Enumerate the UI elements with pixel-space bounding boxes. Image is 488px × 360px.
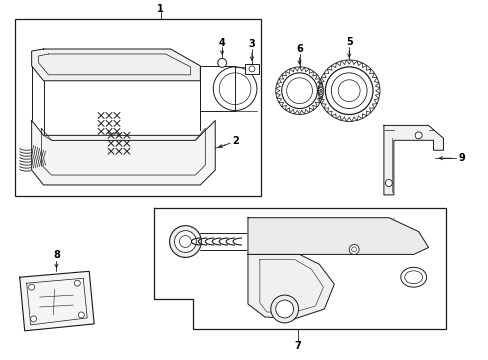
Polygon shape — [32, 121, 215, 185]
Polygon shape — [383, 125, 443, 195]
Text: 6: 6 — [296, 44, 303, 54]
Circle shape — [270, 295, 298, 323]
Ellipse shape — [400, 267, 426, 287]
Circle shape — [217, 58, 226, 67]
Text: 5: 5 — [345, 37, 352, 47]
Polygon shape — [32, 49, 200, 81]
Text: 8: 8 — [53, 251, 60, 260]
Text: 9: 9 — [458, 153, 465, 163]
Text: 2: 2 — [232, 136, 239, 146]
Polygon shape — [20, 271, 94, 331]
Circle shape — [74, 280, 80, 286]
Polygon shape — [247, 218, 427, 255]
Text: 3: 3 — [248, 39, 255, 49]
Circle shape — [414, 132, 421, 139]
Circle shape — [31, 316, 37, 322]
Polygon shape — [247, 255, 334, 319]
Text: 7: 7 — [294, 341, 300, 351]
Circle shape — [169, 226, 201, 257]
Circle shape — [348, 244, 358, 255]
Circle shape — [174, 231, 196, 252]
Text: 4: 4 — [218, 38, 225, 48]
Bar — [244, 64, 258, 74]
Circle shape — [385, 180, 391, 186]
Circle shape — [78, 312, 84, 318]
Bar — [15, 19, 260, 196]
Circle shape — [29, 284, 35, 290]
Text: 1: 1 — [157, 4, 163, 14]
Circle shape — [275, 300, 293, 318]
